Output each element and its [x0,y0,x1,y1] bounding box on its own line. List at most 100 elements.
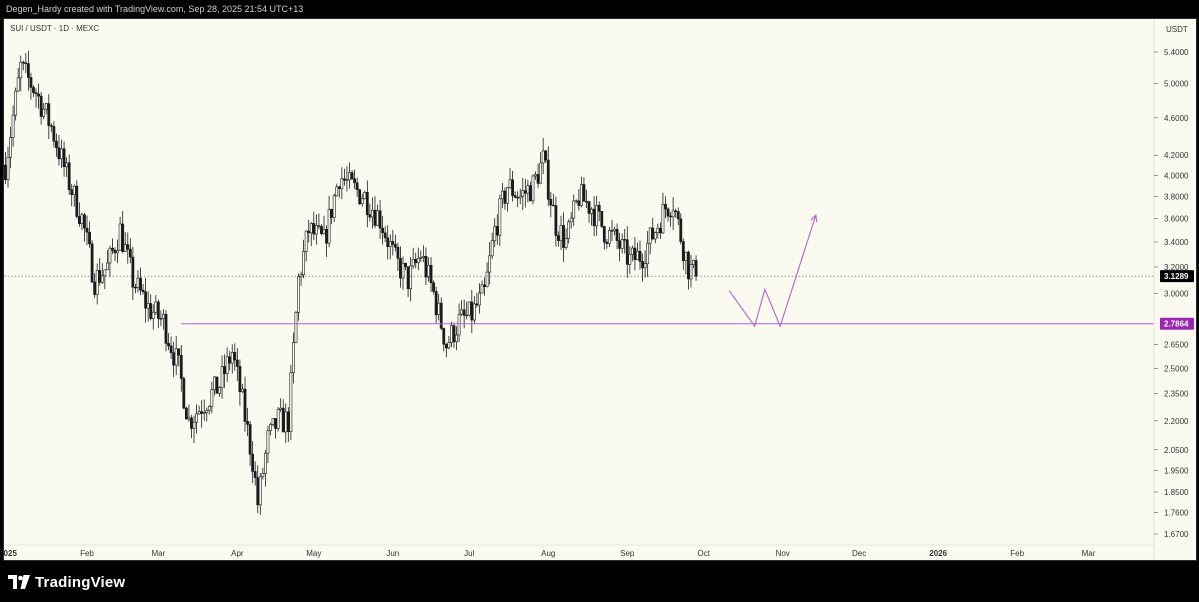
candle-down [470,301,474,321]
candle-up [146,303,150,309]
price-tick-label: 1.6700 [1164,530,1189,539]
candle-up [506,187,509,204]
candle-up [225,356,229,375]
candle-down [623,239,627,241]
candle-down [513,195,517,198]
candle-up [123,244,127,252]
tradingview-logo-icon[interactable] [8,575,30,589]
candlestick-chart[interactable]: 5.4000 5.0000 4.6000 4.2000 4.0000 3.8000 3.60… [4,19,1196,560]
candle-down [52,126,56,142]
price-tick-label: 3.8000 [1164,192,1189,201]
branding-bar: TradingView [0,562,1199,602]
candle-down [281,407,285,433]
candle-down [62,148,66,168]
candle-up [572,200,576,219]
candle-down [618,240,622,249]
candle-up [518,195,522,199]
candle-down [144,291,148,309]
candle-down [246,421,249,425]
candle-up [218,387,221,394]
candle-down [600,210,604,227]
candle-up [205,410,209,413]
candle-up [371,209,374,218]
candle-down [90,243,94,283]
candle-down [442,328,446,345]
chart-pane[interactable]: 5.4000 5.0000 4.6000 4.2000 4.0000 3.8000 3.60… [3,18,1197,561]
candle-down [592,208,596,227]
candle-up [266,430,270,454]
candle-up [526,185,530,194]
candle-down [77,216,81,224]
candle-up [467,301,471,316]
price-tick-label: 3.4000 [1164,238,1189,247]
candle-down [337,186,341,189]
last-price-label-bg [1160,270,1194,283]
candle-up [95,270,99,295]
candle-down [182,378,186,409]
candle-down [605,241,609,244]
candle-up [269,424,272,432]
price-tick-label: 5.4000 [1164,48,1189,57]
candle-down [669,215,672,218]
candle-up [437,302,441,316]
candle-down [179,355,183,379]
candle-up [302,251,306,276]
candle-up [335,186,339,197]
candle-up [480,284,484,294]
candle-up [292,342,295,374]
candle-down [516,197,520,199]
candle-down [386,237,390,247]
candle-up [421,255,425,258]
candle-up [116,250,119,254]
candle-down [215,376,219,394]
candle-up [108,247,112,264]
candle-down [307,230,311,234]
time-tick-label: Jun [386,549,399,558]
support-price-label-bg [1160,317,1194,330]
candle-down [317,225,321,227]
candle-up [314,225,318,235]
candle-down [483,284,486,288]
candle-up [595,205,599,227]
candle-down [664,204,667,210]
candle-down [658,227,662,234]
time-tick-label: Feb [1010,549,1024,558]
candle-up [60,148,63,160]
candle-down [342,178,346,181]
candle-down [121,223,125,252]
candle-up [213,376,216,390]
candle-down [679,218,683,242]
candle-down [687,251,690,280]
candle-up [363,192,367,200]
candle-up [162,314,165,320]
candle-down [585,201,588,203]
candle-up [409,265,413,290]
candle-up [220,366,224,388]
candle-down [358,189,362,205]
candle-down [536,174,540,184]
candle-down [523,190,527,194]
candle-down [549,198,553,206]
time-tick-label: Mar [151,549,165,558]
candle-up [241,388,244,393]
candle-down [503,190,507,204]
candle-down [93,281,97,295]
time-tick-label: Jul [464,549,474,558]
candle-down [444,343,448,349]
candle-up [276,409,280,429]
candle-up [174,348,178,366]
candle-up [80,214,84,224]
candle-up [490,240,494,257]
candle-up [450,325,453,343]
candle-down [164,314,168,344]
candle-up [263,452,267,474]
candle-up [304,230,308,252]
candle-up [309,223,313,234]
candle-down [83,214,86,229]
candle-up [498,198,502,236]
price-tick-label: 2.6500 [1164,340,1189,349]
candle-up [340,178,344,189]
candle-down [128,248,132,258]
candle-down [320,226,323,235]
candle-up [590,208,593,214]
